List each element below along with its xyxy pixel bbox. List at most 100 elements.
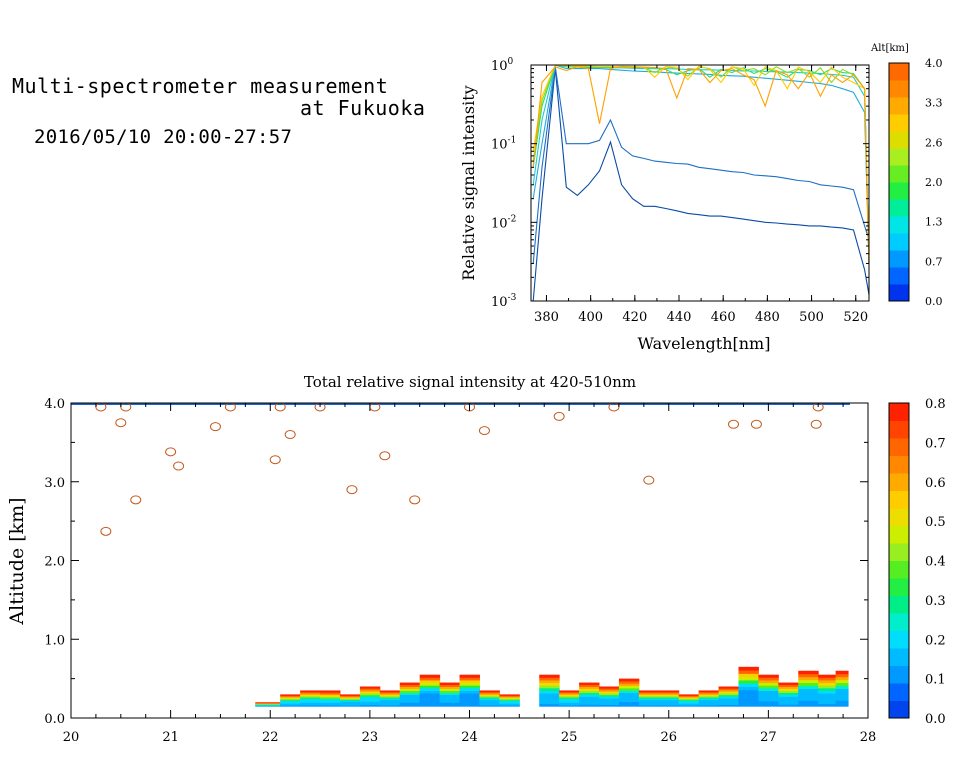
heatmap-cell — [718, 693, 739, 696]
heatmap-cell — [798, 697, 819, 701]
heatmap-cell — [559, 700, 580, 703]
heatmap-cell — [359, 689, 381, 692]
heatmap-cell — [399, 702, 421, 705]
spectrum-y-axis-label: Relative signal intensity — [459, 85, 478, 280]
heatmap-cell — [698, 694, 720, 697]
heatmap-cell — [559, 699, 580, 702]
heatmap-cell — [359, 688, 381, 691]
spectrum-colorbar-segment — [889, 267, 909, 285]
heatmap-cell — [798, 688, 819, 692]
heatmap-cell — [638, 694, 660, 697]
heatmap-cell — [499, 704, 520, 706]
heatmap-cell — [658, 690, 680, 693]
heatmap-cell — [638, 702, 660, 705]
heatmap-cell — [339, 699, 361, 701]
heatmap-cell — [798, 673, 819, 678]
heatmap-cell — [379, 698, 401, 701]
heatmap-cell — [439, 690, 461, 693]
heatmap-cell — [300, 698, 321, 701]
spectrum-y-tick-label: 10-3 — [491, 293, 517, 310]
heatmap-cell — [280, 696, 301, 698]
heatmap-cell — [638, 695, 660, 698]
heatmap-cell — [798, 676, 819, 681]
heatmap-cell — [300, 700, 321, 703]
spectrum-x-tick-label: 440 — [667, 310, 692, 325]
heatmap-cell — [320, 703, 341, 706]
spectrum-x-tick-label: 500 — [799, 310, 824, 325]
spectrum-colorbar-frame — [888, 62, 910, 302]
heatmap-cell — [818, 685, 837, 689]
heatmap-cell — [419, 703, 441, 707]
heatmap-cell — [399, 700, 421, 703]
heatmap-cell — [678, 703, 700, 705]
heatmap-y-tick-label: 4.0 — [44, 397, 65, 412]
heatmap-cell — [638, 698, 660, 701]
heatmap-cell — [658, 694, 680, 697]
heatmap-cell — [758, 679, 779, 684]
heatmap-cell — [320, 699, 341, 702]
spectrum-colorbar-segment — [889, 114, 909, 132]
heatmap-cell — [618, 701, 640, 705]
heatmap-cell — [280, 704, 301, 706]
spectrum-y-tick-label: 100 — [491, 57, 514, 74]
heatmap-cell — [459, 679, 480, 684]
heatmap-x-tick-label: 22 — [262, 730, 279, 745]
heatmap-cell — [618, 678, 640, 682]
heatmap-x-tick-label: 21 — [162, 730, 179, 745]
heatmap-cell — [599, 694, 620, 697]
spectrum-x-tick-label: 520 — [843, 310, 868, 325]
heatmap-contour — [379, 451, 391, 461]
heatmap-cell — [399, 696, 421, 699]
heatmap-cell — [320, 695, 341, 698]
spectrum-colorbar-segment — [889, 165, 909, 183]
spectrum-colorbar-segment — [889, 284, 909, 302]
heatmap-cell — [778, 694, 799, 697]
heatmap-cell — [835, 676, 849, 681]
heatmap-cell — [339, 701, 361, 703]
heatmap-cell — [379, 695, 401, 698]
spectrum-colorbar-segment — [889, 148, 909, 166]
heatmap-cell — [339, 697, 361, 699]
heatmap-cell — [359, 697, 381, 701]
heatmap-cell — [320, 690, 341, 693]
heatmap-cell — [738, 666, 759, 671]
heatmap-cell — [499, 702, 520, 704]
heatmap-cell — [320, 702, 341, 705]
heatmap-cell — [738, 693, 759, 697]
heatmap-cell — [698, 691, 720, 694]
heatmap-cell — [658, 695, 680, 698]
heatmap-cell — [798, 685, 819, 689]
heatmap-cell — [599, 702, 620, 706]
heatmap-cell — [300, 702, 321, 705]
heatmap-cell — [419, 682, 441, 686]
heatmap-cell — [658, 693, 680, 695]
heatmap-cell — [758, 700, 779, 705]
heatmap-cell — [618, 694, 640, 698]
heatmap-cell — [698, 690, 720, 693]
heatmap-x-tick-label: 20 — [63, 730, 80, 745]
heatmap-colorbar-segment — [889, 525, 909, 544]
heatmap-cell — [758, 690, 779, 694]
heatmap-cell — [439, 698, 461, 701]
heatmap-cell — [638, 700, 660, 703]
heatmap-cells — [255, 666, 849, 707]
heatmap-cell — [758, 685, 779, 689]
heatmap-cell — [599, 696, 620, 699]
heatmap-x-tick-label: 23 — [362, 730, 379, 745]
spectrum-x-tick-label: 480 — [755, 310, 780, 325]
heatmap-cell — [379, 699, 401, 702]
heatmap-contour — [173, 461, 185, 471]
heatmap-cell — [479, 698, 500, 701]
heatmap-cell — [499, 699, 520, 701]
heatmap-cell — [339, 703, 361, 705]
heatmap-cell — [439, 682, 461, 686]
spectrum-colorbar-label: 0.7 — [925, 255, 943, 268]
heatmap-cell — [599, 691, 620, 694]
heatmap-cell — [818, 674, 837, 678]
heatmap-cell — [359, 696, 381, 699]
heatmap-cell — [539, 693, 560, 697]
heatmap-cell — [718, 701, 739, 704]
heatmap-y-tick-label: 3.0 — [44, 476, 65, 491]
heatmap-cell — [778, 702, 799, 705]
